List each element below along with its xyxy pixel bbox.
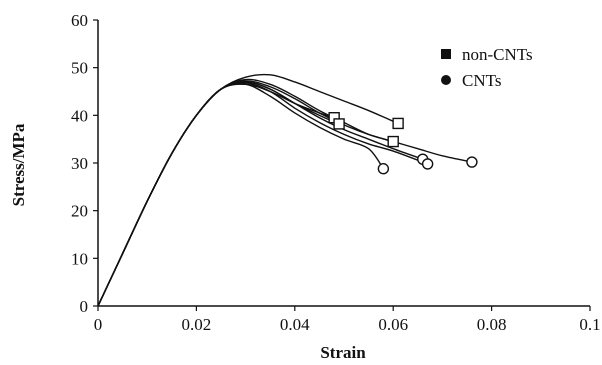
x-tick-label: 0.06 bbox=[378, 315, 408, 334]
cnts-end-marker bbox=[421, 158, 434, 170]
x-tick-label: 0.02 bbox=[182, 315, 212, 334]
x-tick-label: 0.04 bbox=[280, 315, 310, 334]
y-tick-label: 0 bbox=[80, 297, 89, 316]
non-cnts-end-marker bbox=[392, 117, 404, 130]
legend-label-cnts: CNTs bbox=[462, 71, 501, 90]
legend-circle-marker bbox=[441, 75, 451, 85]
non-cnts-curve bbox=[97, 81, 340, 307]
cnts-end-marker bbox=[466, 156, 478, 168]
ticks: 0 0.02 0.04 0.06 0.08 0.1 0 10 20 30 40 50 60 bbox=[71, 11, 601, 334]
y-tick-label: 50 bbox=[71, 59, 88, 78]
legend-square-marker bbox=[441, 49, 451, 59]
x-tick-label: 0.08 bbox=[477, 315, 507, 334]
cnts-curve bbox=[97, 80, 473, 307]
y-tick-label: 10 bbox=[71, 249, 88, 268]
y-tick-label: 20 bbox=[71, 202, 88, 221]
x-tick-label: 0 bbox=[94, 315, 103, 334]
y-tick-label: 60 bbox=[71, 11, 88, 30]
y-tick-label: 30 bbox=[71, 154, 88, 173]
legend: non-CNTs CNTs bbox=[441, 45, 533, 90]
legend-label-non-cnts: non-CNTs bbox=[462, 45, 533, 64]
non-cnts-curve bbox=[97, 78, 394, 307]
y-tick-label: 40 bbox=[71, 106, 88, 125]
x-axis-title: Strain bbox=[320, 343, 366, 362]
non-cnts-curve bbox=[97, 83, 335, 307]
non-cnts-curve bbox=[97, 73, 399, 307]
markers-layer bbox=[328, 112, 478, 175]
cnts-curve bbox=[97, 83, 384, 307]
non-cnts-end-marker bbox=[387, 135, 399, 148]
x-tick-label: 0.1 bbox=[579, 315, 600, 334]
cnts-end-marker bbox=[377, 163, 390, 175]
non-cnts-end-marker bbox=[333, 118, 345, 130]
cnts-curve bbox=[97, 81, 423, 307]
y-axis-title: Stress/MPa bbox=[9, 123, 28, 206]
cnts-curve bbox=[97, 82, 428, 307]
series-layer bbox=[97, 73, 473, 307]
